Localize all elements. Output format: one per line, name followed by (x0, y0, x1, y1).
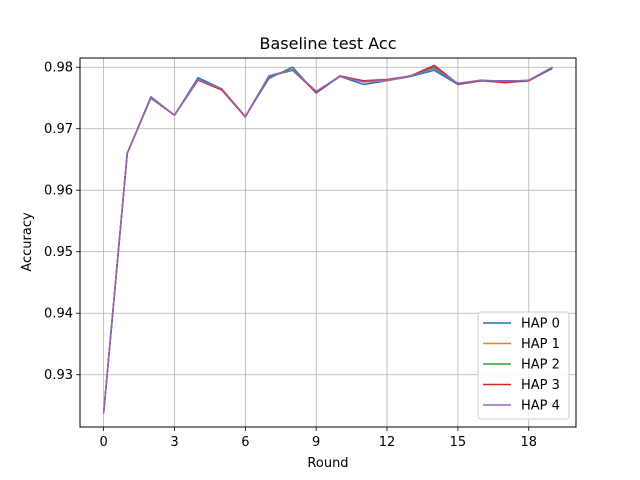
legend-label-hap-3: HAP 3 (521, 378, 560, 393)
series-line-hap-4 (102, 66, 553, 414)
legend-label-hap-2: HAP 2 (521, 358, 560, 373)
y-tick-label: 0.96 (44, 184, 73, 199)
y-axis-ticks: 0.93 0.94 0.95 0.96 0.97 0.98 (44, 61, 80, 383)
y-tick-label: 0.94 (44, 307, 73, 322)
x-axis-ticks: 0 3 6 9 12 15 18 (99, 427, 537, 450)
plot-area-frame (79, 57, 577, 428)
x-tick-label: 12 (379, 435, 396, 450)
y-tick-label: 0.98 (44, 61, 73, 76)
y-tick-label: 0.97 (44, 122, 73, 137)
x-tick-label: 3 (170, 435, 178, 450)
x-axis-title: Round (307, 456, 348, 471)
legend-box (477, 311, 570, 420)
y-tick-label: 0.93 (44, 368, 73, 383)
series-lines (102, 64, 553, 414)
y-tick-label: 0.95 (44, 245, 73, 260)
y-axis-title: Accuracy (20, 212, 35, 272)
legend-label-hap-1: HAP 1 (521, 337, 560, 352)
legend: HAP 0 HAP 1 HAP 2 HAP 3 HAP 4 (477, 311, 570, 420)
x-tick-label: 0 (99, 435, 107, 450)
x-tick-label: 6 (241, 435, 249, 450)
x-tick-label: 9 (312, 435, 320, 450)
x-tick-label: 18 (520, 435, 537, 450)
legend-label-hap-4: HAP 4 (521, 399, 560, 414)
x-tick-label: 15 (450, 435, 467, 450)
chart-title: Baseline test Acc (260, 34, 397, 53)
legend-label-hap-0: HAP 0 (521, 317, 560, 332)
grid-lines (80, 58, 576, 427)
